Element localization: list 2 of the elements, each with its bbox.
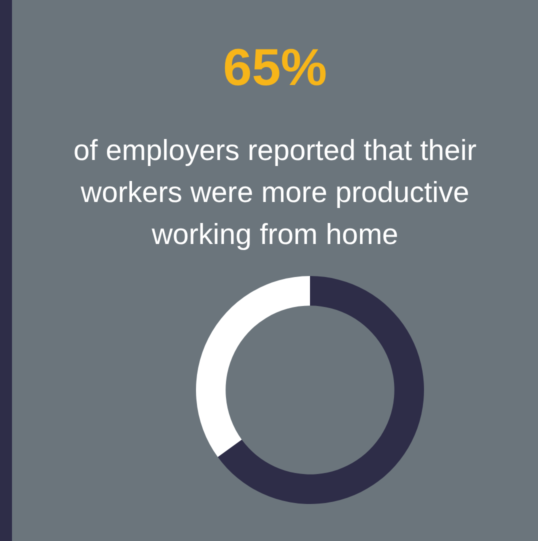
chart-title: 65%	[222, 38, 328, 98]
chart-subtitle: of employers reported that their workers were more productive working from home	[72, 134, 478, 253]
